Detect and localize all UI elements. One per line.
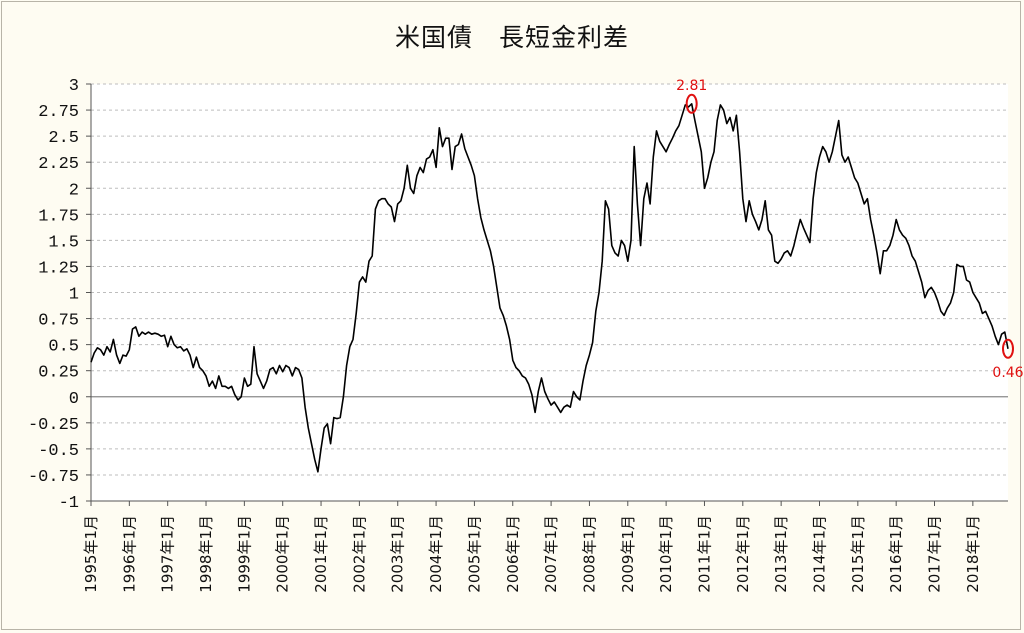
x-tick-label: 1995年1月	[82, 515, 100, 593]
y-tick-label: 2	[69, 181, 79, 200]
x-tick-label: 2015年1月	[849, 515, 867, 593]
x-tick-label: 2002年1月	[350, 515, 368, 593]
x-axis: 1995年1月 1996年1月 1997年1月 1998年1月 1999年1月 2000年…	[82, 500, 1008, 593]
x-tick-label: 2013年1月	[772, 515, 790, 593]
annotation-circle	[1002, 338, 1014, 359]
y-tick-label: 2.5	[48, 129, 79, 148]
x-tick-label: 2008年1月	[580, 515, 598, 593]
x-tick-label: 2004年1月	[427, 515, 445, 593]
x-tick-label: 2010年1月	[657, 515, 675, 593]
x-tick-label: 2000年1月	[274, 515, 292, 593]
x-tick-label: 2007年1月	[542, 515, 560, 593]
x-tick-label: 2017年1月	[926, 515, 944, 593]
y-tick-label: -0.5	[38, 442, 79, 461]
x-tick-label: 2001年1月	[312, 515, 330, 593]
x-tick-label: 2005年1月	[465, 515, 483, 593]
x-tick-label: 2012年1月	[734, 515, 752, 593]
annotation-layer: 2.81 0.46	[676, 78, 1024, 381]
series-line	[90, 103, 1009, 473]
y-tick-label: 0	[69, 390, 79, 409]
x-tick-label: 2018年1月	[964, 515, 982, 593]
annotation-label: 2.81	[676, 78, 707, 94]
x-tick-label: 1999年1月	[235, 515, 253, 593]
y-tick-label: 2.75	[38, 103, 79, 122]
annotation-label: 0.46	[992, 365, 1023, 381]
y-tick-label: 0.5	[48, 338, 79, 357]
y-tick-label: -0.75	[28, 468, 79, 487]
x-tick-label: 2006年1月	[504, 515, 522, 593]
y-axis: 3 2.75 2.5 2.25 2 1.75 1.5 1.25 1 0.75 0.5 0.25 0 -0.…	[28, 77, 92, 513]
x-tick-label: 1997年1月	[159, 515, 177, 593]
x-tick-label: 2016年1月	[887, 515, 905, 593]
y-tick-label: 1	[69, 286, 79, 305]
y-tick-label: 1.5	[48, 233, 79, 252]
x-tick-label: 2011年1月	[695, 515, 713, 593]
series-layer	[90, 103, 1009, 473]
y-tick-label: -0.25	[28, 416, 79, 435]
y-tick-label: 1.25	[38, 259, 79, 278]
x-tick-label: 2003年1月	[389, 515, 407, 593]
x-tick-label: 2014年1月	[810, 515, 828, 593]
x-tick-label: 1998年1月	[197, 515, 215, 593]
chart-title: 米国債 長短金利差	[394, 23, 629, 52]
y-tick-label: 1.75	[38, 207, 79, 226]
annotation-circle	[685, 93, 698, 114]
y-tick-label: 0.25	[38, 364, 79, 383]
y-tick-label: -1	[59, 494, 79, 513]
y-tick-label: 3	[69, 77, 79, 96]
x-tick-label: 2009年1月	[619, 515, 637, 593]
x-tick-label: 1996年1月	[120, 515, 138, 593]
y-tick-label: 2.25	[38, 155, 79, 174]
grid-lines	[91, 83, 1008, 502]
y-tick-label: 0.75	[38, 312, 79, 331]
